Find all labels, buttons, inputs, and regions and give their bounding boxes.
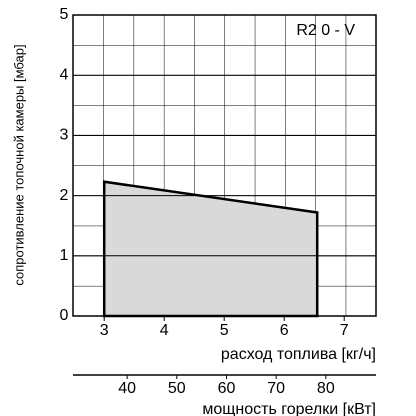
x-tick-label: 5 [220, 322, 229, 339]
x-tick-label: 6 [280, 322, 289, 339]
x-axis-title: расход топлива [кг/ч] [221, 346, 376, 363]
y-tick-label: 3 [60, 127, 69, 144]
x-tick-label: 4 [160, 322, 169, 339]
x2-axis-title: мощность горелки [кВт] [202, 401, 376, 416]
y-tick-label: 4 [60, 66, 69, 83]
y-tick-label: 0 [60, 307, 69, 324]
x2-tick-label: 70 [267, 380, 285, 397]
x2-tick-label: 40 [118, 380, 136, 397]
y-tick-label: 2 [60, 187, 69, 204]
y-tick-label: 5 [60, 6, 69, 23]
y-axis-title: сопротивление топочной камеры [мбар] [11, 44, 26, 285]
x2-tick-label: 60 [218, 380, 236, 397]
x2-tick-label: 80 [317, 380, 335, 397]
x2-tick-label: 50 [168, 380, 186, 397]
x-tick-label: 7 [340, 322, 349, 339]
y-tick-label: 1 [60, 247, 69, 264]
x-tick-label: 3 [100, 322, 109, 339]
chart-title: R2 0 - V [296, 22, 355, 39]
